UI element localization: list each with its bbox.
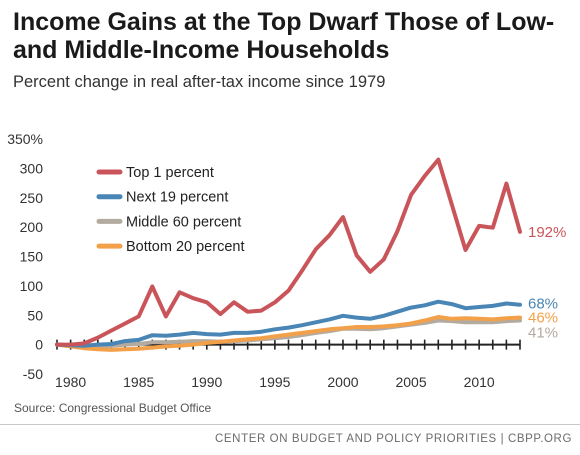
series-end-label: 41% — [528, 325, 558, 342]
series-line-next-19-percent — [55, 299, 522, 348]
x-tick-label: 1980 — [55, 374, 86, 390]
legend-label: Top 1 percent — [126, 165, 214, 181]
chart-subtitle: Percent change in real after-tax income … — [13, 73, 386, 91]
series-end-label: 46% — [528, 310, 558, 327]
y-tick-label: 200 — [20, 219, 44, 235]
y-tick-label: 50 — [27, 307, 43, 323]
y-tick-label: 250 — [20, 190, 44, 206]
y-tick-label: 0 — [35, 337, 43, 353]
footer-credit: CENTER ON BUDGET AND POLICY PRIORITIES |… — [214, 433, 572, 445]
x-tick-label: 1990 — [191, 374, 222, 390]
legend-label: Bottom 20 percent — [126, 239, 245, 255]
y-tick-label: 100 — [20, 278, 44, 294]
x-tick-label: 2010 — [464, 374, 495, 390]
x-tick-label: 1985 — [123, 374, 154, 390]
series-end-label: 68% — [528, 296, 558, 313]
line-chart: 350% 300 250 200 150 100 50 0 -50 1980 1985 1990 199… — [7, 131, 566, 390]
series-line-middle-60-percent — [55, 318, 522, 349]
footer-divider — [0, 424, 580, 425]
legend-label: Next 19 percent — [126, 190, 228, 206]
series-line-top-1-percent — [55, 157, 522, 347]
y-tick-label: 150 — [20, 249, 44, 265]
x-tick-label: 2000 — [327, 374, 358, 390]
series-end-label: 192% — [528, 224, 566, 241]
x-tick-label: 2005 — [395, 374, 426, 390]
series-line-bottom-20-percent — [55, 315, 522, 352]
y-tick-label: 300 — [20, 160, 44, 176]
x-tick-label: 1995 — [259, 374, 290, 390]
legend-label: Middle 60 percent — [126, 214, 241, 230]
source-note: Source: Congressional Budget Office — [14, 401, 212, 415]
chart-title: Income Gains at the Top Dwarf Those of L… — [13, 8, 555, 64]
y-tick-label: 350% — [7, 131, 43, 147]
y-tick-label: -50 — [23, 366, 43, 382]
